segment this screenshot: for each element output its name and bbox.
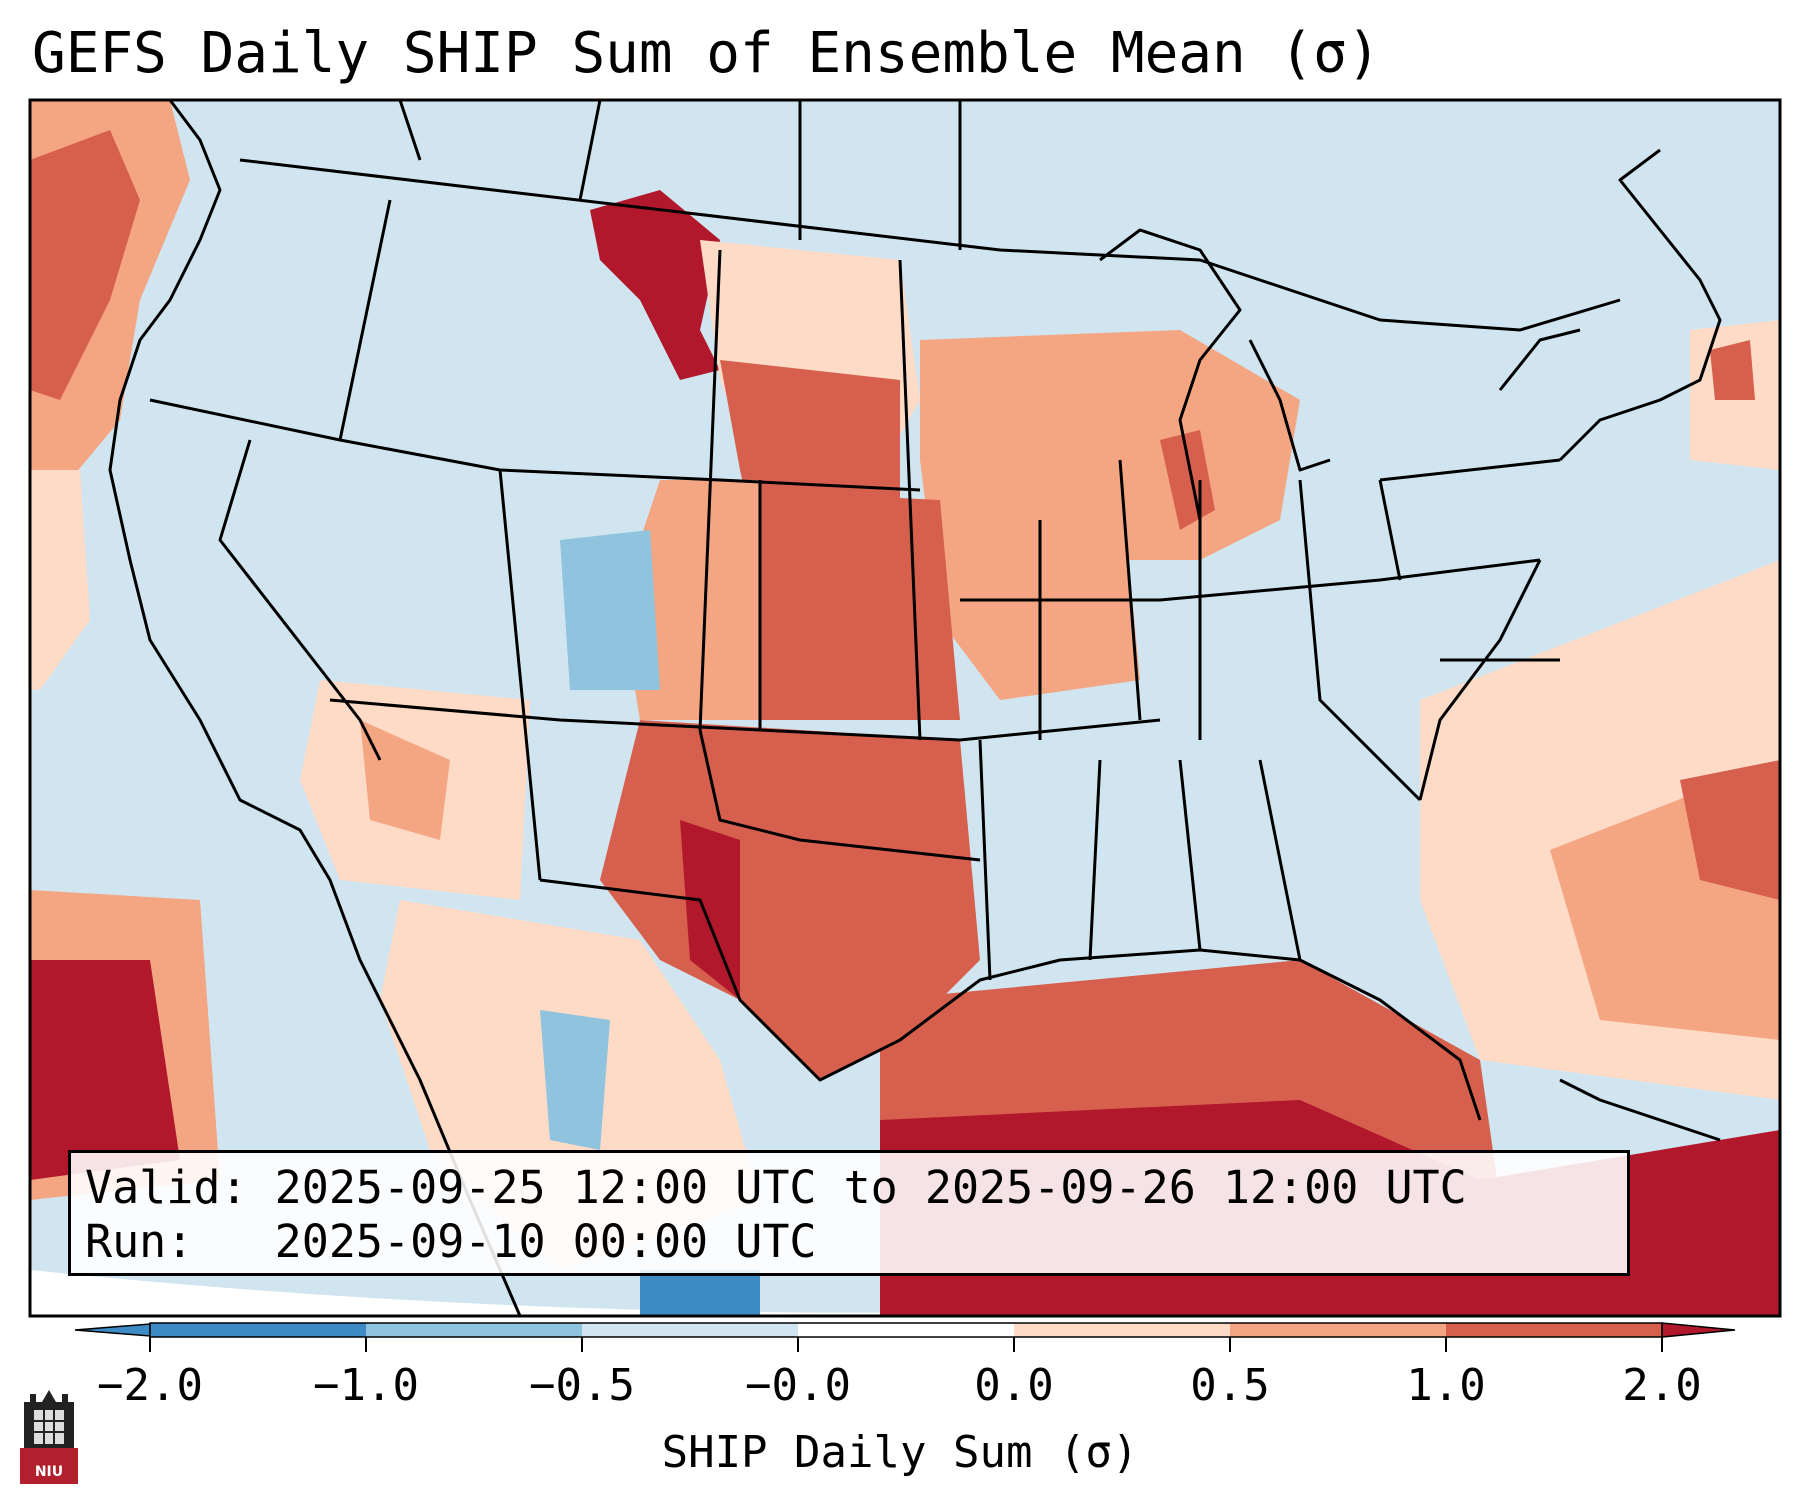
colorbar-tick-label: −1.0 (313, 1360, 419, 1411)
run-value: 2025-09-10 00:00 UTC (274, 1215, 817, 1268)
anomaly-colorado-blue (560, 530, 660, 690)
run-label: Run: (85, 1215, 194, 1268)
anomaly-pacific-nw-light (30, 470, 90, 690)
colorbar-bin-1 (366, 1323, 582, 1337)
colorbar-extend-low (74, 1323, 151, 1337)
colorbar (74, 1322, 1736, 1352)
anomaly-arizona (360, 720, 450, 840)
anomaly-atlantic-red (1680, 760, 1780, 900)
colorbar-bin-5 (1230, 1323, 1446, 1337)
state-borders (108, 100, 1722, 1316)
colorbar-ticks (149, 1337, 1663, 1352)
niu-logo-icon (20, 1390, 78, 1484)
colorbar-bin-4 (1014, 1323, 1230, 1337)
anomaly-west-texas (680, 820, 740, 1000)
anomaly-mexico-blue-2 (640, 1270, 760, 1316)
valid-run-info-box: Valid: 2025-09-25 12:00 UTC to 2025-09-2… (68, 1150, 1630, 1276)
valid-label: Valid: (85, 1161, 248, 1214)
colorbar-tick-label: 1.0 (1406, 1360, 1486, 1411)
valid-line: Valid: 2025-09-25 12:00 UTC to 2025-09-2… (85, 1161, 1613, 1215)
niu-logo-text: NIU (34, 1464, 64, 1480)
chart-title: GEFS Daily SHIP Sum of Ensemble Mean (σ) (32, 21, 1381, 86)
colorbar-extend-high (1661, 1322, 1736, 1338)
colorbar-tick-label: 0.5 (1190, 1360, 1270, 1411)
colorbar-tick-label: −2.0 (97, 1360, 203, 1411)
anomaly-new-england-strong (1710, 340, 1755, 400)
anomaly-iowa-illinois (920, 460, 1140, 700)
run-line: Run: 2025-09-10 00:00 UTC (85, 1215, 1613, 1269)
colorbar-label: SHIP Daily Sum (σ) (661, 1427, 1139, 1478)
colorbar-bin-3 (798, 1323, 1014, 1337)
colorbar-bin-0 (150, 1323, 366, 1337)
map-frame (28, 98, 1782, 1318)
colorbar-tick-label: −0.0 (745, 1360, 851, 1411)
colorbar-tick-label: 0.0 (974, 1360, 1054, 1411)
anomaly-kansas (700, 490, 960, 720)
niu-logo: NIU (20, 1388, 78, 1484)
anomaly-pacific-nw-strong (30, 130, 140, 400)
colorbar-bin-6 (1446, 1323, 1662, 1337)
colorbar-bin-2 (582, 1323, 798, 1337)
anomaly-canada-plains (590, 190, 720, 380)
anomaly-pacific-south (30, 960, 180, 1180)
colorbar-tick-label: 2.0 (1622, 1360, 1702, 1411)
colorbar-frame (149, 1322, 1663, 1338)
anomaly-texas (600, 720, 980, 1080)
anomaly-mexico-blue (540, 1010, 610, 1150)
colorbar-tick-label: −0.5 (529, 1360, 635, 1411)
valid-value: 2025-09-25 12:00 UTC to 2025-09-26 12:00… (274, 1161, 1467, 1214)
